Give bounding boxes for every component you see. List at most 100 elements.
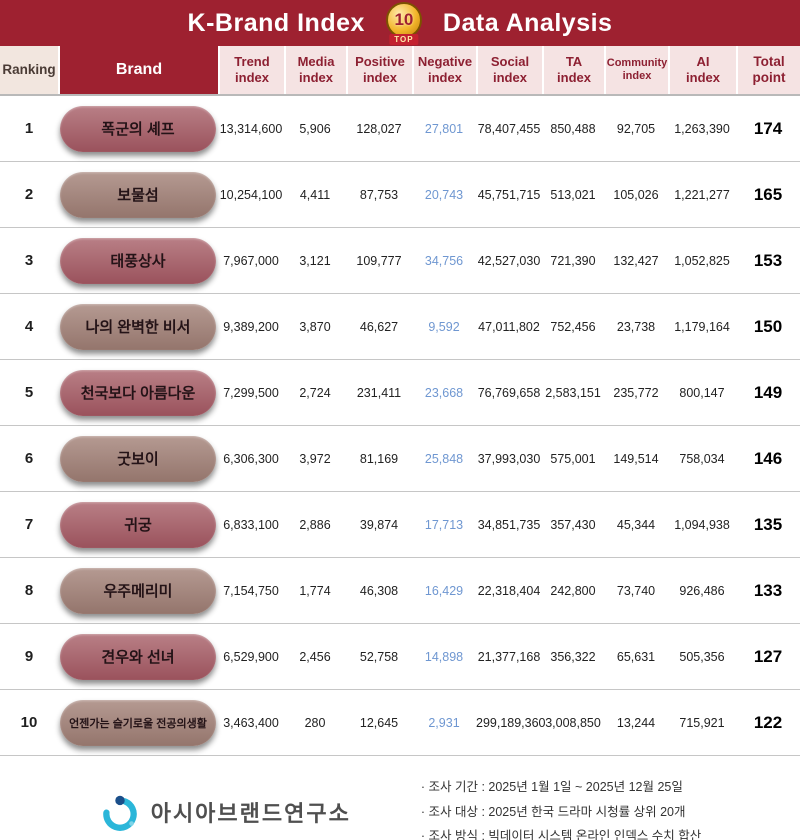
ai-index-value: 1,052,825 xyxy=(674,253,730,268)
ai-index-value: 1,179,164 xyxy=(674,319,730,334)
social-index-value: 76,769,658 xyxy=(477,385,541,400)
trend-index-value: 7,154,750 xyxy=(223,583,279,598)
ta-index-value: 2,583,151 xyxy=(545,385,601,400)
column-header-positive: Positive index xyxy=(346,46,412,94)
negative-index-value: 17,713 xyxy=(424,517,464,532)
brand-cell: 폭군의 셰프 xyxy=(58,105,218,152)
asia-brand-lab-logo-icon xyxy=(102,795,137,831)
title-banner: K-Brand Index 10 TOP Data Analysis xyxy=(0,0,800,46)
table-row: 2 보물섬 10,254,100 4,411 87,753 20,743 45,… xyxy=(0,162,800,228)
brand-pill: 천국보다 아름다운 xyxy=(60,369,216,416)
total-point-value: 174 xyxy=(753,118,783,138)
rank-value: 4 xyxy=(24,318,34,335)
rank-value: 2 xyxy=(24,186,34,203)
trend-index-value: 10,254,100 xyxy=(219,187,283,202)
badge-ribbon: TOP xyxy=(389,34,419,45)
table-row: 9 견우와 선녀 6,529,900 2,456 52,758 14,898 2… xyxy=(0,624,800,690)
media-index-value: 3,121 xyxy=(299,253,331,268)
positive-index-value: 12,645 xyxy=(359,715,399,730)
table-row: 8 우주메리미 7,154,750 1,774 46,308 16,429 22… xyxy=(0,558,800,624)
media-index-value: 4,411 xyxy=(299,187,331,202)
trend-index-value: 3,463,400 xyxy=(223,715,279,730)
column-header-brand: Brand xyxy=(58,46,218,94)
rank-value: 10 xyxy=(20,714,38,731)
rank-value: 5 xyxy=(24,384,34,401)
ta-index-value: 3,008,850 xyxy=(545,715,601,730)
total-point-value: 133 xyxy=(753,580,783,600)
negative-index-value: 9,592 xyxy=(428,319,460,334)
ta-index-value: 850,488 xyxy=(550,121,596,136)
rank-value: 9 xyxy=(24,648,34,665)
media-index-value: 5,906 xyxy=(299,121,331,136)
column-header-ai: AI index xyxy=(668,46,736,94)
ai-index-value: 715,921 xyxy=(679,715,725,730)
brand-pill: 나의 완벽한 비서 xyxy=(60,303,216,350)
ta-index-value: 752,456 xyxy=(550,319,596,334)
social-index-value: 299,189,360 xyxy=(476,715,546,730)
brand-pill: 언젠가는 슬기로울 전공의생활 xyxy=(60,699,216,746)
community-index-value: 235,772 xyxy=(613,385,659,400)
positive-index-value: 231,411 xyxy=(356,385,402,400)
rank-value: 7 xyxy=(24,516,34,533)
column-header-negative: Negative index xyxy=(412,46,476,94)
survey-note-period: · 조사 기간 : 2025년 1월 1일 ~ 2025년 12월 25일 xyxy=(420,780,683,795)
positive-index-value: 46,308 xyxy=(359,583,399,598)
social-index-value: 45,751,715 xyxy=(477,187,541,202)
title-right: Data Analysis xyxy=(442,8,613,37)
ai-index-value: 1,221,277 xyxy=(674,187,730,202)
brand-cell: 언젠가는 슬기로울 전공의생활 xyxy=(58,699,218,746)
brand-cell: 우주메리미 xyxy=(58,567,218,614)
rank-value: 8 xyxy=(24,582,34,599)
media-index-value: 3,972 xyxy=(299,451,331,466)
community-index-value: 149,514 xyxy=(613,451,659,466)
total-point-value: 135 xyxy=(753,514,783,534)
table-body: 1 폭군의 셰프 13,314,600 5,906 128,027 27,801… xyxy=(0,96,800,756)
title-left: K-Brand Index xyxy=(187,8,365,37)
trend-index-value: 9,389,200 xyxy=(223,319,279,334)
column-header-ta: TA index xyxy=(542,46,604,94)
media-index-value: 3,870 xyxy=(299,319,331,334)
survey-notes: · 조사 기간 : 2025년 1월 1일 ~ 2025년 12월 25일 · … xyxy=(421,775,701,840)
ai-index-value: 926,486 xyxy=(679,583,725,598)
rank-value: 3 xyxy=(24,252,34,269)
trend-index-value: 13,314,600 xyxy=(219,121,283,136)
ta-index-value: 513,021 xyxy=(550,187,596,202)
negative-index-value: 2,931 xyxy=(428,715,460,730)
brand-pill: 폭군의 셰프 xyxy=(60,105,216,152)
total-point-value: 122 xyxy=(753,712,783,732)
brand-cell: 천국보다 아름다운 xyxy=(58,369,218,416)
media-index-value: 2,886 xyxy=(299,517,331,532)
rank-value: 6 xyxy=(24,450,34,467)
positive-index-value: 87,753 xyxy=(359,187,399,202)
social-index-value: 47,011,802 xyxy=(478,319,540,334)
social-index-value: 42,527,030 xyxy=(477,253,541,268)
ta-index-value: 356,322 xyxy=(550,649,596,664)
media-index-value: 2,724 xyxy=(299,385,331,400)
table-row: 6 굿보이 6,306,300 3,972 81,169 25,848 37,9… xyxy=(0,426,800,492)
column-header-community: Community index xyxy=(604,46,668,94)
trend-index-value: 7,299,500 xyxy=(223,385,279,400)
community-index-value: 132,427 xyxy=(613,253,659,268)
community-index-value: 13,244 xyxy=(616,715,656,730)
brand-pill: 견우와 선녀 xyxy=(60,633,216,680)
media-index-value: 2,456 xyxy=(299,649,331,664)
footer: 아시아브랜드연구소 · 조사 기간 : 2025년 1월 1일 ~ 2025년 … xyxy=(0,756,800,840)
brand-pill: 태풍상사 xyxy=(60,237,216,284)
brand-pill: 보물섬 xyxy=(60,171,216,218)
ai-index-value: 758,034 xyxy=(679,451,725,466)
positive-index-value: 109,777 xyxy=(356,253,402,268)
ta-index-value: 721,390 xyxy=(550,253,596,268)
social-index-value: 21,377,168 xyxy=(477,649,541,664)
column-header-ranking: Ranking xyxy=(0,46,58,94)
ai-index-value: 1,094,938 xyxy=(674,517,730,532)
social-index-value: 37,993,030 xyxy=(477,451,541,466)
table-row: 7 귀궁 6,833,100 2,886 39,874 17,713 34,85… xyxy=(0,492,800,558)
negative-index-value: 27,801 xyxy=(424,121,464,136)
column-header-social: Social index xyxy=(476,46,542,94)
negative-index-value: 14,898 xyxy=(424,649,464,664)
survey-note-method: · 조사 방식 : 빅데이터 시스템 온라인 인덱스 수치 합산 xyxy=(420,829,702,840)
brand-cell: 견우와 선녀 xyxy=(58,633,218,680)
brand-pill: 귀궁 xyxy=(60,501,216,548)
community-index-value: 92,705 xyxy=(616,121,656,136)
